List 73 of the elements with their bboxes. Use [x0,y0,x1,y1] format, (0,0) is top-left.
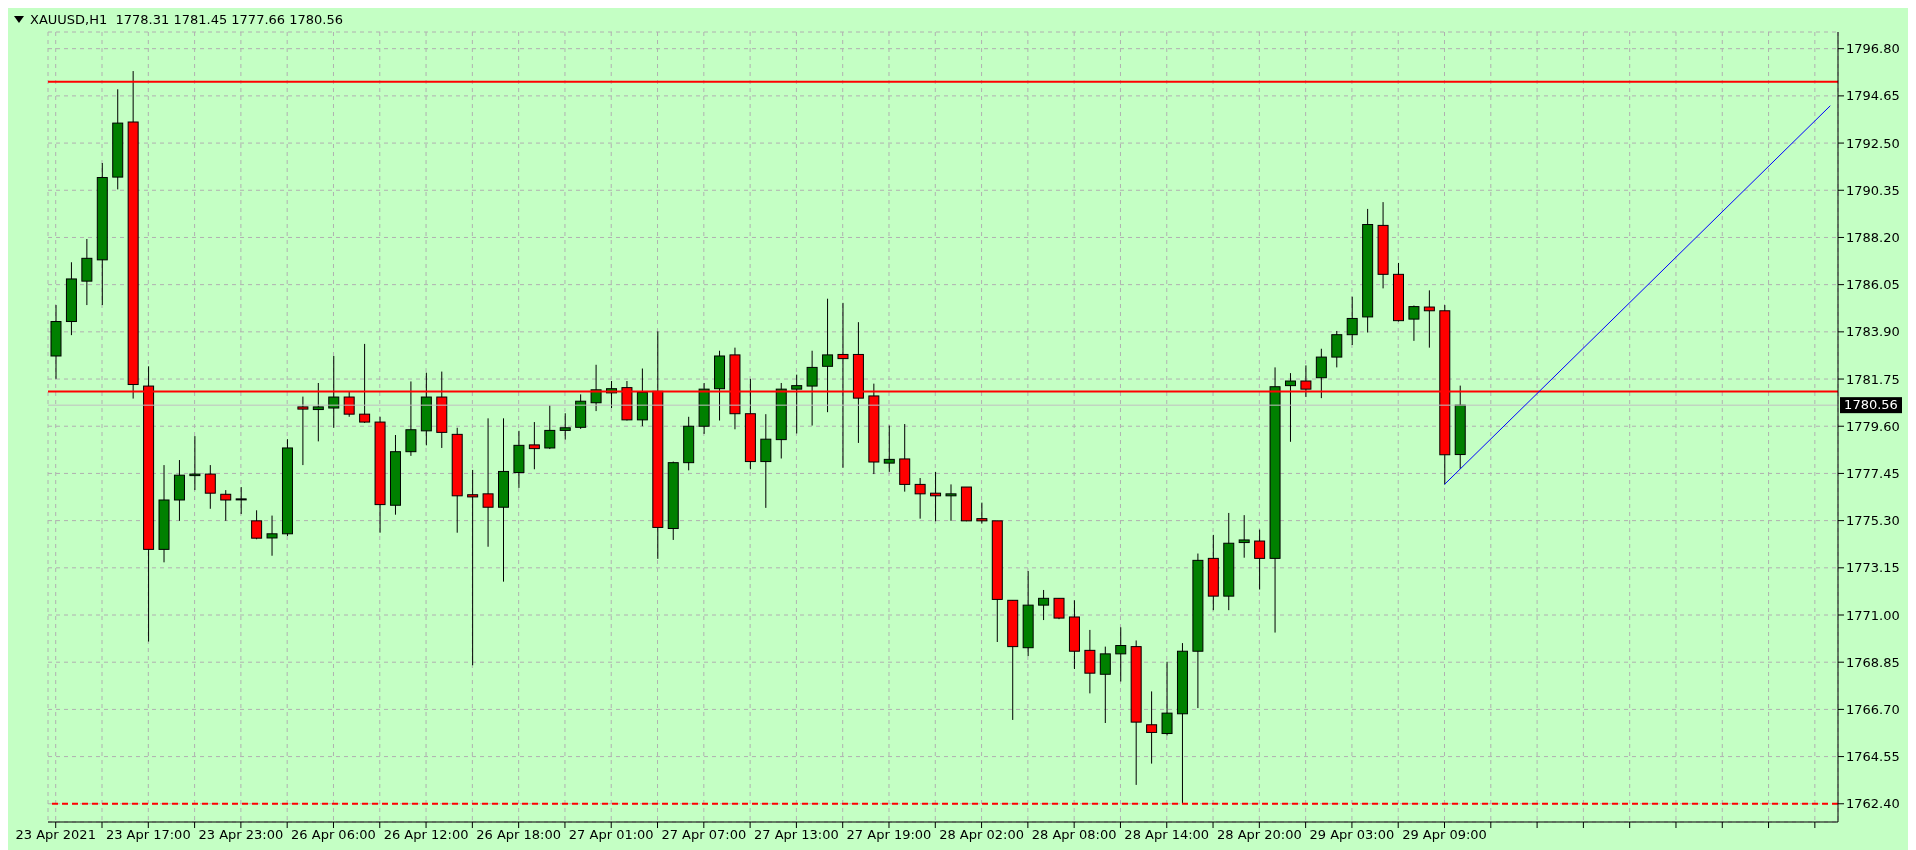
candlestick [806,350,818,427]
candlestick [822,298,834,413]
candlestick [544,404,556,450]
y-tick-label: 1788.20 [1846,230,1900,246]
y-tick-label: 1790.35 [1846,182,1900,198]
candlestick [405,380,417,457]
candlestick [312,382,324,442]
candlestick [976,502,988,524]
y-tick-label: 1783.90 [1846,324,1900,340]
candlestick [883,425,895,473]
candlestick [220,489,232,522]
candlestick [1161,661,1173,737]
candlestick [914,477,926,520]
x-tick-label: 28 Apr 02:00 [939,827,1024,843]
y-tick-label: 1777.45 [1846,466,1900,482]
candlestick [1408,305,1420,342]
x-tick-label: 29 Apr 09:00 [1402,827,1487,843]
x-tick-label: 26 Apr 18:00 [476,827,562,843]
x-tick-label: 29 Apr 03:00 [1309,827,1395,843]
x-tick-label: 27 Apr 07:00 [661,827,747,843]
x-tick-label: 27 Apr 13:00 [754,827,839,843]
x-tick-label: 23 Apr 23:00 [198,827,284,843]
candlestick [1038,589,1050,621]
y-tick-label: 1786.05 [1846,277,1900,293]
chart-title: XAUUSD,H1 1778.31 1781.45 1777.66 1780.56 [30,11,343,27]
candlestick [482,417,494,548]
candlestick [235,486,247,515]
candlestick [251,509,263,540]
candlestick [1146,690,1158,765]
x-tick-label: 26 Apr 06:00 [291,827,376,843]
candlestick [760,413,772,509]
candlestick [1254,529,1266,591]
x-tick-label: 27 Apr 01:00 [568,827,654,843]
candlestick [1423,289,1435,349]
y-tick-label: 1771.00 [1846,607,1900,623]
candlestick [81,238,93,306]
candlestick [297,396,309,466]
y-tick-label: 1764.55 [1846,749,1900,765]
candlestick [528,421,540,470]
x-tick-label: 23 Apr 2021 [15,827,96,843]
y-tick-label: 1794.65 [1846,88,1900,104]
candlestick [1315,348,1327,399]
candlestick [266,515,278,557]
ref-line-label: 1780.56 [1844,397,1898,413]
x-tick-label: 23 Apr 17:00 [105,827,191,843]
candlestick [189,435,201,491]
y-tick-label: 1781.75 [1846,371,1900,387]
candlestick [467,469,479,666]
y-tick-label: 1779.60 [1846,418,1900,434]
y-tick-label: 1768.85 [1846,654,1900,670]
candlestick [204,464,216,510]
y-tick-label: 1792.50 [1846,135,1900,151]
x-tick-label: 28 Apr 08:00 [1031,827,1117,843]
x-tick-label: 28 Apr 14:00 [1124,827,1210,843]
y-tick-label: 1775.30 [1846,513,1900,529]
x-tick-label: 28 Apr 20:00 [1216,827,1302,843]
candlestick [1346,296,1358,346]
candlestick [1284,372,1296,443]
x-tick-label: 26 Apr 12:00 [383,827,469,843]
y-tick-label: 1762.40 [1846,796,1900,812]
candlestick [1099,646,1111,724]
candlestick [559,412,571,441]
y-tick-label: 1766.70 [1846,702,1900,718]
candlestick [1084,629,1096,694]
candlestick [328,355,340,429]
y-tick-label: 1773.15 [1846,560,1900,576]
candlestick [1115,626,1127,683]
y-tick-label: 1796.80 [1846,41,1900,57]
candlestick [1238,514,1250,559]
candlestick [1331,330,1343,368]
candlestick [945,483,957,522]
candlestick [791,374,803,434]
x-tick-label: 27 Apr 19:00 [846,827,932,843]
